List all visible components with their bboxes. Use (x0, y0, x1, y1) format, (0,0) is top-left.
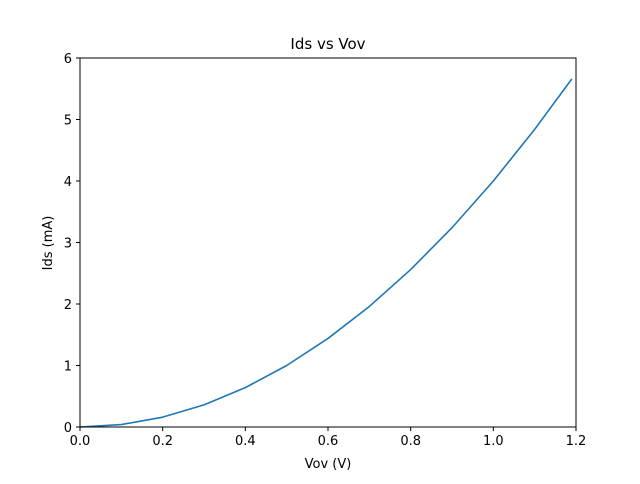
y-tick-label: 0 (64, 421, 72, 436)
chart-title: Ids vs Vov (290, 35, 365, 53)
y-axis-label: Ids (mA) (41, 216, 56, 271)
y-tick-label: 5 (64, 114, 72, 129)
x-tick-label: 0.4 (235, 434, 256, 449)
x-tick-label: 0.2 (152, 434, 173, 449)
y-tick-label: 4 (64, 175, 72, 190)
y-tick-label: 2 (64, 298, 72, 313)
x-tick-label: 1.0 (483, 434, 504, 449)
x-tick-label: 0.6 (318, 434, 339, 449)
y-tick-label: 1 (64, 360, 72, 375)
y-axis-ticks: 0 1 2 3 4 5 6 (64, 52, 80, 436)
x-tick-label: 0.0 (70, 434, 91, 449)
x-tick-label: 0.8 (400, 434, 421, 449)
x-axis-label: Vov (V) (305, 457, 352, 472)
x-tick-label: 1.2 (566, 434, 587, 449)
plot-area (79, 78, 573, 428)
y-tick-label: 3 (64, 237, 72, 252)
y-tick-label: 6 (64, 52, 72, 67)
x-axis-ticks: 0.0 0.2 0.4 0.6 0.8 1.0 1.2 (70, 427, 587, 449)
series-line-0 (79, 78, 573, 428)
plot-frame (79, 57, 577, 428)
